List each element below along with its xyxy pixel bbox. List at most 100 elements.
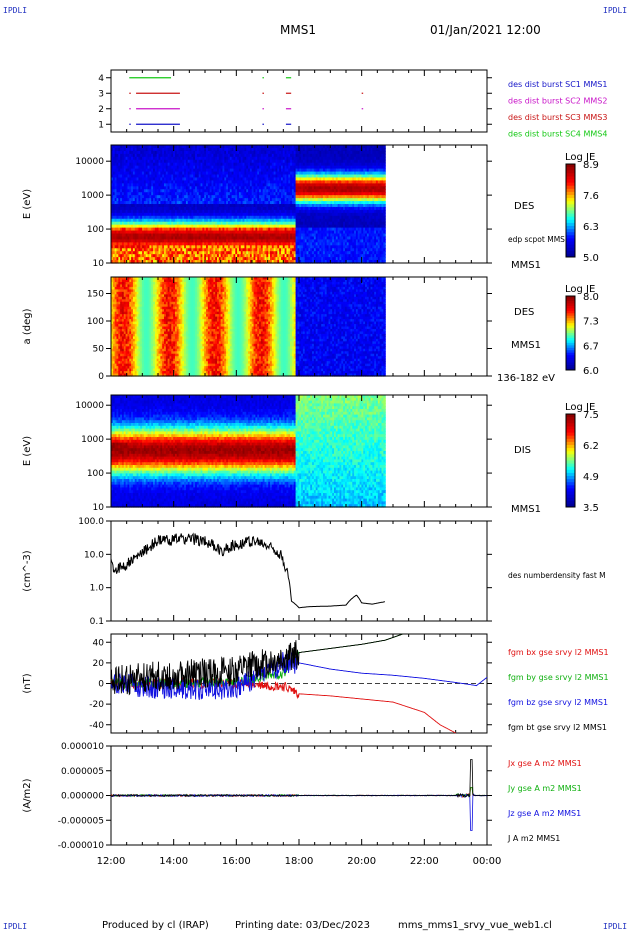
spectrogram-cell bbox=[147, 233, 150, 238]
spectrogram-cell bbox=[136, 147, 140, 152]
spectrogram-cell bbox=[143, 189, 147, 193]
spectrogram-cell bbox=[279, 251, 282, 255]
spectrogram-cell bbox=[180, 189, 183, 193]
spectrogram-cell bbox=[226, 221, 229, 226]
spectrogram-cell bbox=[237, 145, 240, 149]
spectrogram-cell bbox=[204, 162, 207, 167]
spectrogram-cell bbox=[218, 239, 222, 243]
spectrogram-cell bbox=[266, 174, 269, 179]
spectrogram-cell bbox=[266, 230, 269, 235]
spectrogram-cell bbox=[280, 230, 284, 235]
spectrogram-cell bbox=[237, 174, 240, 179]
spectrogram-cell bbox=[131, 242, 134, 246]
spectrogram-cell bbox=[313, 147, 317, 152]
spectrogram-cell bbox=[259, 171, 262, 176]
spectrogram-cell bbox=[323, 215, 326, 220]
spectrogram-cell bbox=[193, 192, 196, 196]
spectrogram-cell bbox=[282, 147, 286, 152]
spectrogram-cell bbox=[306, 162, 309, 167]
spectrogram-cell bbox=[185, 245, 189, 249]
spectrogram-cell bbox=[249, 204, 253, 208]
spectrogram-cell bbox=[248, 236, 251, 240]
spectrogram-cell bbox=[114, 239, 118, 243]
spectrogram-cell bbox=[123, 227, 127, 232]
spectrogram-cell bbox=[202, 212, 205, 217]
spectrogram-cell bbox=[209, 165, 213, 170]
spectrogram-cell bbox=[143, 150, 147, 155]
spectrogram-cell bbox=[196, 239, 200, 243]
spectrogram-cell bbox=[249, 174, 253, 179]
spectrogram-cell bbox=[312, 224, 315, 229]
spectrogram-cell bbox=[277, 177, 280, 181]
spectrogram-cell bbox=[290, 183, 293, 187]
spectrogram-cell bbox=[218, 145, 222, 149]
spectrogram-cell bbox=[180, 230, 183, 235]
spectrogram-cell bbox=[231, 186, 235, 190]
spectrogram-cell bbox=[262, 251, 266, 255]
spectrogram-cell bbox=[332, 248, 335, 252]
spectrogram-cell bbox=[242, 147, 246, 152]
spectrogram-cell bbox=[207, 245, 211, 249]
spectrogram-cell bbox=[184, 212, 187, 217]
spectrogram-cell bbox=[270, 215, 273, 220]
spectrogram-cell bbox=[195, 165, 198, 170]
spectrogram-cell bbox=[129, 236, 132, 240]
spectrogram-cell bbox=[275, 159, 278, 164]
spectrogram-cell bbox=[222, 171, 225, 176]
spectrogram-cell bbox=[125, 236, 129, 240]
spectrogram-cell bbox=[138, 239, 141, 243]
spectrogram-cell bbox=[317, 251, 320, 255]
spectrogram-cell bbox=[293, 233, 297, 238]
spectrogram-cell bbox=[290, 233, 293, 238]
spectrogram-cell bbox=[153, 150, 156, 155]
spectrogram-cell bbox=[328, 147, 331, 152]
spectrogram-cell bbox=[206, 224, 209, 229]
spectrogram-cell bbox=[313, 239, 317, 243]
spectrogram-cell bbox=[312, 239, 315, 243]
spectrogram-cell bbox=[182, 212, 185, 217]
spectrogram-cell bbox=[136, 159, 140, 164]
spectrogram-cell bbox=[291, 195, 295, 199]
spectrogram-cell bbox=[118, 183, 121, 187]
spectrogram-cell bbox=[226, 206, 229, 211]
spectrogram-cell bbox=[257, 156, 260, 161]
spectrogram-cell bbox=[191, 195, 194, 199]
spectrogram-cell bbox=[123, 242, 127, 246]
spectrogram-cell bbox=[299, 257, 302, 261]
spectrogram-cell bbox=[290, 212, 293, 217]
spectrogram-cell bbox=[136, 153, 140, 158]
spectrogram-cell bbox=[231, 209, 235, 214]
spectrogram-cell bbox=[280, 224, 284, 229]
spectrogram-cell bbox=[196, 248, 200, 252]
spectrogram-cell bbox=[174, 165, 178, 170]
spectrogram-cell bbox=[333, 195, 337, 199]
spectrogram-cell bbox=[286, 218, 289, 223]
spectrogram-cell bbox=[301, 150, 304, 155]
spectrogram-cell bbox=[165, 254, 169, 258]
spectrogram-cell bbox=[149, 174, 152, 179]
spectrogram-cell bbox=[275, 233, 278, 238]
spectrogram-cell bbox=[251, 189, 255, 193]
spectrogram-cell bbox=[193, 204, 196, 208]
spectrogram-cell bbox=[191, 165, 194, 170]
spectrogram-cell bbox=[238, 192, 242, 196]
spectrogram-cell bbox=[299, 195, 302, 199]
spectrogram-cell bbox=[299, 212, 302, 217]
spectrogram-cell bbox=[189, 180, 193, 184]
spectrogram-cell bbox=[215, 245, 218, 249]
spectrogram-cell bbox=[160, 165, 163, 170]
spectrogram-cell bbox=[204, 165, 207, 170]
spectrogram-cell bbox=[288, 168, 291, 173]
spectrogram-cell bbox=[178, 145, 182, 149]
spectrogram-cell bbox=[129, 233, 132, 238]
spectrogram-cell bbox=[310, 171, 313, 176]
spectrogram-cell bbox=[297, 150, 300, 155]
spectrogram-cell bbox=[138, 147, 141, 152]
spectrogram-cell bbox=[147, 183, 150, 187]
spectrogram-cell bbox=[180, 215, 183, 220]
spectrogram-cell bbox=[315, 186, 319, 190]
spectrogram-cell bbox=[229, 248, 233, 252]
spectrogram-cell bbox=[262, 257, 266, 261]
spectrogram-cell bbox=[240, 189, 244, 193]
spectrogram-cell bbox=[224, 177, 227, 181]
